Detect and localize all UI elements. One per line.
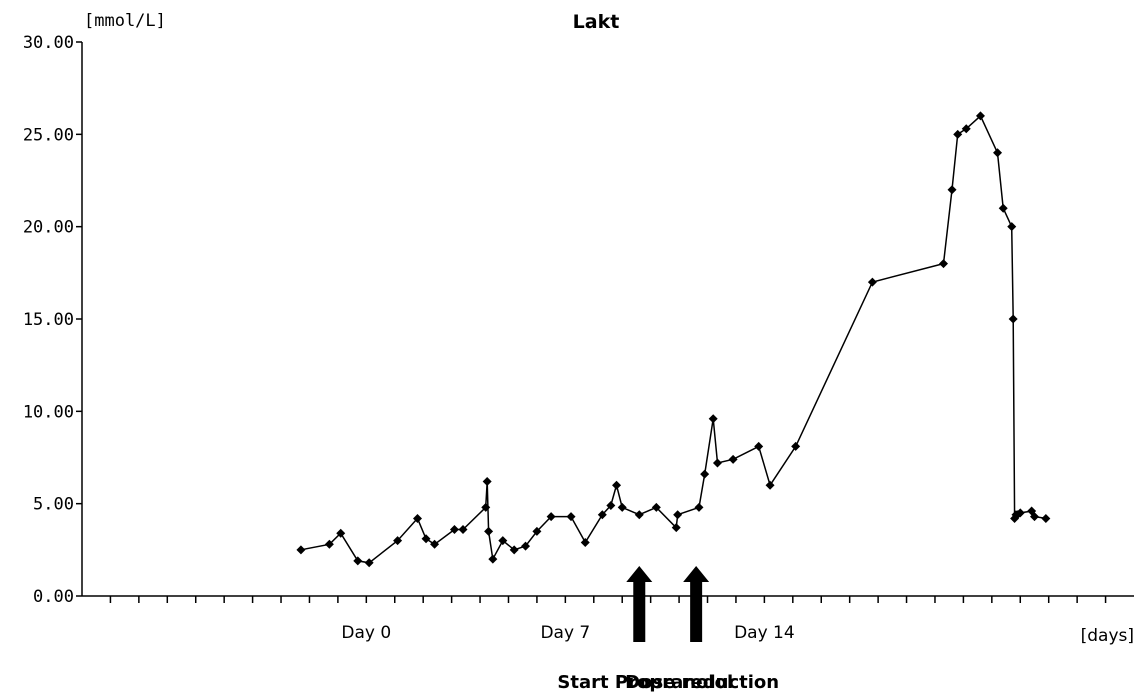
data-point: [671, 523, 681, 533]
data-point: [546, 512, 556, 522]
data-point: [484, 526, 494, 536]
x-axis-day-labels: Day 0 Day 7 Day 14: [341, 623, 794, 643]
series-line: [300, 114, 1047, 564]
x-axis-ticks: [109, 596, 1107, 603]
data-point: [498, 536, 508, 546]
x-day-label: Day 0: [341, 623, 391, 643]
data-point: [336, 528, 346, 538]
data-point: [488, 554, 498, 564]
y-tick-label: 15.00: [23, 310, 74, 330]
data-point: [728, 454, 738, 464]
data-point: [597, 510, 607, 520]
data-point: [953, 129, 963, 139]
data-point: [449, 525, 459, 535]
data-point: [617, 502, 627, 512]
data-point: [651, 502, 661, 512]
data-point: [754, 441, 764, 451]
data-point: [532, 526, 542, 536]
data-point: [1041, 513, 1051, 523]
data-point: [430, 539, 440, 549]
data-point: [673, 510, 683, 520]
data-point: [580, 537, 590, 547]
data-point: [1012, 510, 1022, 520]
data-point: [939, 259, 949, 269]
y-tick-label: 25.00: [23, 125, 74, 145]
data-point: [324, 539, 334, 549]
data-point: [1029, 512, 1039, 522]
data-point: [708, 414, 718, 424]
y-tick-label: 30.00: [23, 33, 74, 53]
annotation-label: Dose reduction: [625, 672, 779, 693]
data-point: [700, 469, 710, 479]
y-tick-label: 10.00: [23, 402, 74, 422]
data-point: [521, 541, 531, 551]
data-point: [947, 185, 957, 195]
y-tick-label: 20.00: [23, 218, 74, 238]
annotation-label: Start Propranolol: [557, 672, 733, 693]
data-point: [867, 277, 877, 287]
chart-title: Lakt: [573, 11, 620, 33]
data-point: [694, 502, 704, 512]
data-point: [413, 513, 423, 523]
y-axis-ticks: 0.00 5.00 10.00 15.00 20.00 25.00 30.00: [23, 33, 82, 607]
data-point: [712, 458, 722, 468]
data-point: [998, 203, 1008, 213]
data-point: [993, 148, 1003, 158]
annotation-arrow: [683, 566, 710, 642]
data-point: [791, 441, 801, 451]
annotation-arrow: [626, 566, 653, 642]
data-point: [509, 545, 519, 555]
axes: [81, 42, 1134, 597]
data-point: [458, 525, 468, 535]
data-point: [606, 501, 616, 511]
data-point: [765, 480, 775, 490]
y-tick-label: 5.00: [33, 495, 74, 515]
lactate-series: [296, 111, 1051, 568]
data-point: [975, 111, 985, 121]
data-point: [353, 556, 363, 566]
data-point: [481, 502, 491, 512]
x-day-label: Day 7: [540, 623, 590, 643]
data-point: [1015, 508, 1025, 518]
y-axis-unit-label: [mmol/L]: [84, 11, 166, 31]
data-point: [393, 536, 403, 546]
data-point: [296, 545, 306, 555]
data-point: [364, 558, 374, 568]
data-point: [1007, 222, 1017, 232]
data-point: [421, 534, 431, 544]
data-point: [1008, 314, 1018, 324]
x-axis-unit-label: [days]: [1081, 626, 1134, 646]
data-point: [634, 510, 644, 520]
data-point: [482, 477, 492, 487]
data-point: [566, 512, 576, 522]
y-tick-label: 0.00: [33, 587, 74, 607]
data-point: [961, 124, 971, 134]
x-day-label: Day 14: [734, 623, 795, 643]
data-point: [612, 480, 622, 490]
